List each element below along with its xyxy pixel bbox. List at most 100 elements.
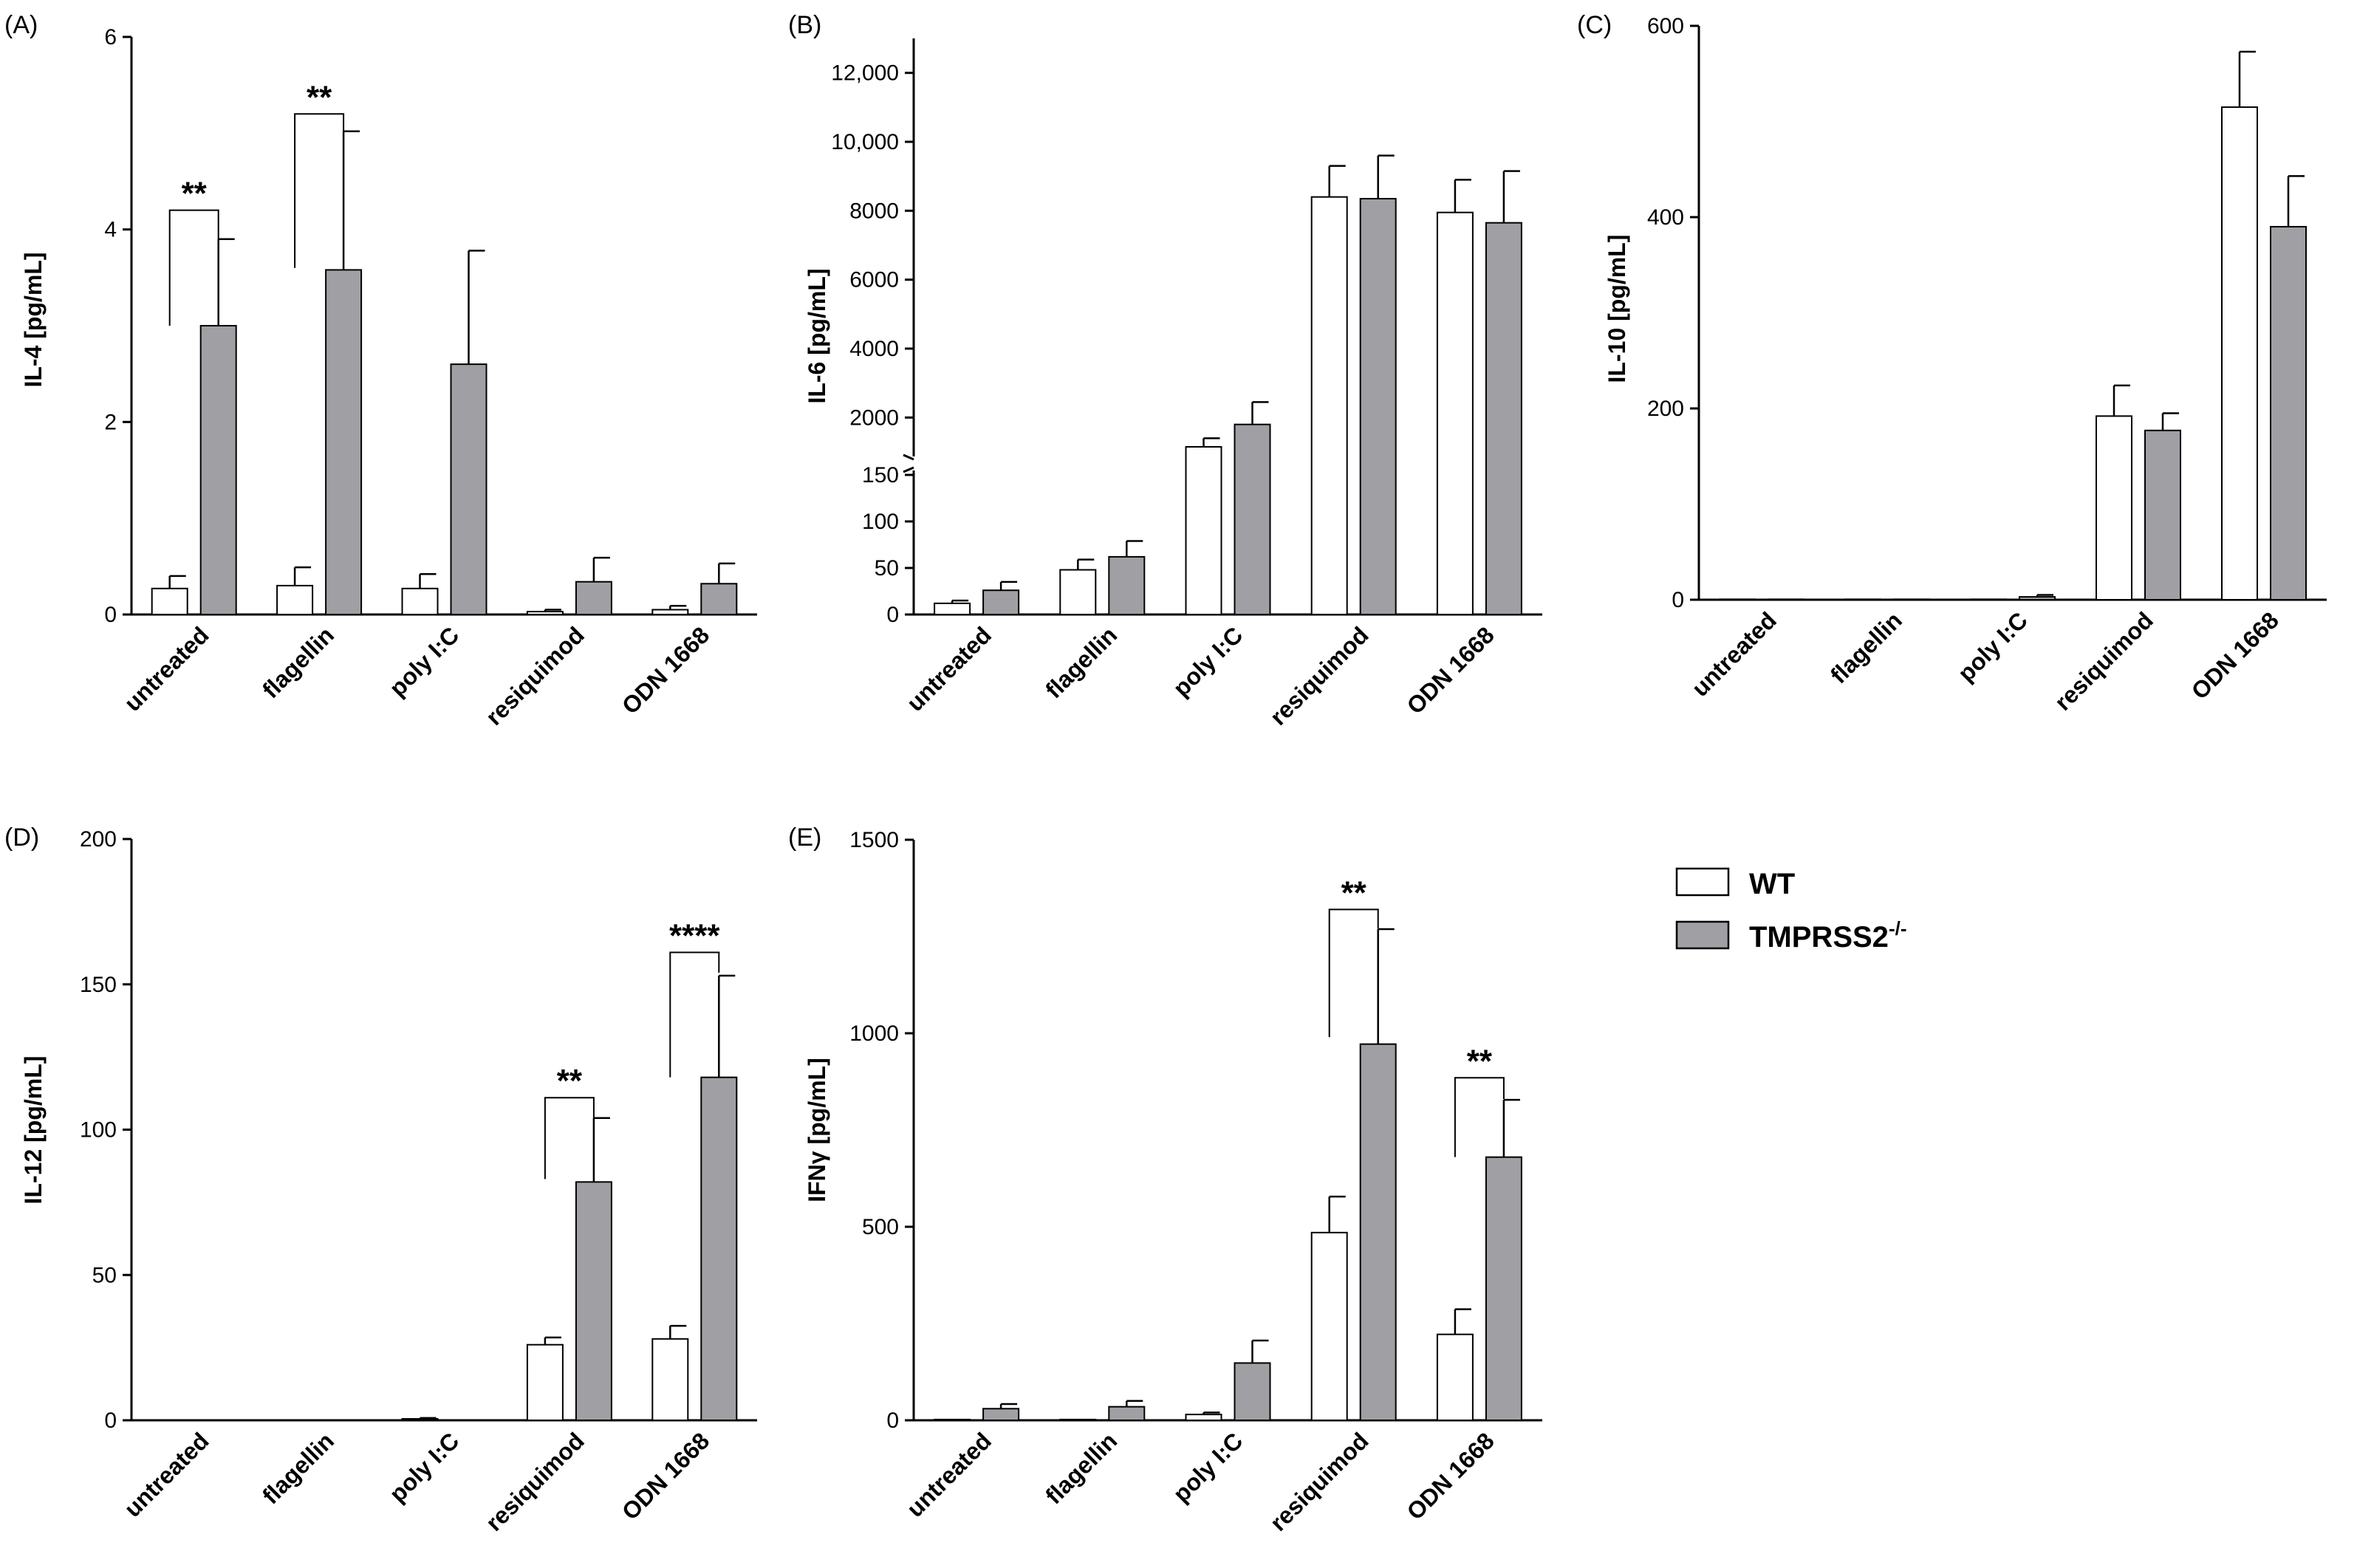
category-label-c: resiquimod [2050, 606, 2158, 715]
bar-ko-c [2144, 429, 2181, 600]
y-tick-label-b: 4000 [849, 337, 899, 361]
bar-ko-e [982, 1408, 1020, 1422]
ylabel-c: IL-10 [pg/mL] [1604, 235, 1630, 383]
bar-wt-e [1310, 1231, 1348, 1421]
bar-ko-b [982, 589, 1020, 615]
bar-ko-b [1108, 555, 1146, 616]
y-tick-label-c: 600 [1647, 14, 1684, 38]
category-label-b: poly I:C [1168, 621, 1248, 701]
bar-ko-c [1768, 598, 1804, 600]
axis-break-mark-b [903, 453, 914, 461]
bar-wt-b [934, 602, 971, 616]
category-label-c: flagellin [1825, 606, 1907, 688]
category-label-e: ODN 1668 [1401, 1427, 1499, 1524]
chart-panel-b: 0 50 100 150 2000 4000 6000 8000 10,000 12,000 unt… [831, 38, 1542, 730]
category-label-b: resiquimod [1265, 621, 1373, 730]
y-tick-label-d: 0 [104, 1408, 117, 1433]
bar-wt-e [1436, 1333, 1474, 1421]
y-tick-label-b: 6000 [849, 268, 899, 292]
panel-label-b: (B) [788, 11, 821, 39]
bar-wt-b [1310, 196, 1348, 615]
category-label-e: flagellin [1040, 1427, 1122, 1509]
y-tick-label-b: 8000 [849, 199, 899, 223]
category-label-d: resiquimod [480, 1427, 589, 1536]
legend-label-ko: TMPRSS2-/- [1749, 917, 1906, 954]
y-tick-label-a: 0 [104, 603, 117, 627]
bar-wt-a [526, 611, 564, 616]
y-tick-label-a: 4 [104, 218, 117, 242]
bar-ko-c [2019, 596, 2056, 600]
category-label-c: ODN 1668 [2186, 606, 2284, 704]
significance-bracket-d [669, 951, 720, 1078]
y-tick-label-c: 200 [1647, 397, 1684, 421]
y-tick-label-e: 1000 [849, 1021, 899, 1046]
category-label-a: untreated [119, 621, 214, 716]
legend-label-wt: WT [1749, 868, 1795, 900]
category-label-a: poly I:C [384, 621, 464, 701]
bar-ko-b [1234, 423, 1271, 616]
ylabel-b: IL-6 [pg/mL] [804, 268, 830, 403]
y-tick-label-d: 150 [80, 973, 117, 997]
chart-panel-e: 0 500 1000 1500 untreated flagellin poly I:C re… [849, 828, 1542, 1536]
significance-bracket-a [294, 113, 345, 268]
panel-label-e: (E) [788, 824, 821, 852]
significance-label-e: ** [1467, 1043, 1493, 1079]
ylabel-d: IL-12 [pg/mL] [20, 1056, 47, 1205]
bar-ko-a [700, 583, 738, 615]
bar-wt-a [401, 587, 439, 615]
significance-bracket-e [1454, 1077, 1505, 1157]
bar-ko-d [575, 1181, 612, 1421]
y-tick-label-b: 100 [862, 510, 899, 534]
y-tick-label-a: 2 [104, 410, 117, 434]
bar-ko-e [1108, 1406, 1146, 1422]
y-tick-label-b: 150 [862, 463, 899, 487]
bar-wt-c [1970, 598, 2007, 600]
y-tick-label-d: 200 [80, 827, 117, 852]
y-tick-label-c: 400 [1647, 205, 1684, 230]
bar-ko-c [2270, 225, 2307, 600]
category-label-d: untreated [119, 1427, 214, 1522]
y-tick-label-b: 0 [886, 603, 899, 627]
category-label-e: untreated [901, 1427, 996, 1522]
y-tick-label-b: 2000 [849, 405, 899, 430]
bar-ko-b [1359, 198, 1397, 615]
panel-label-c: (C) [1577, 11, 1612, 39]
bar-wt-c [2221, 106, 2258, 600]
bar-ko-c [1893, 598, 1930, 600]
legend: WT TMPRSS2-/- [1675, 867, 1906, 954]
y-tick-label-e: 500 [862, 1215, 899, 1239]
axis-break-mark-b [903, 466, 914, 473]
significance-bracket-a [168, 209, 219, 326]
y-tick-label-e: 0 [886, 1408, 899, 1433]
y-tick-label-b: 12,000 [831, 61, 899, 86]
category-label-d: flagellin [257, 1427, 339, 1509]
category-label-e: poly I:C [1168, 1427, 1248, 1507]
category-label-a: ODN 1668 [617, 621, 714, 719]
category-label-b: ODN 1668 [1401, 621, 1499, 719]
significance-label-a: ** [182, 176, 208, 212]
bar-ko-a [199, 325, 237, 615]
ylabel-a: IL-4 [pg/mL] [20, 252, 47, 387]
significance-label-a: ** [307, 79, 332, 115]
category-label-d: ODN 1668 [617, 1427, 714, 1524]
chart-panel-c: 0 200 400 600 untreated flagellin poly I:C resi… [1647, 14, 2327, 716]
category-label-c: poly I:C [1953, 606, 2033, 686]
bar-wt-a [276, 584, 314, 616]
bar-ko-b [1485, 222, 1522, 615]
y-tick-label-d: 50 [92, 1263, 117, 1287]
category-label-b: untreated [901, 621, 996, 716]
bar-wt-b [1185, 446, 1222, 615]
bar-wt-b [1436, 211, 1474, 615]
panel-label-a: (A) [4, 11, 38, 39]
category-label-a: flagellin [257, 621, 339, 703]
bar-wt-c [1844, 598, 1881, 600]
category-label-d: poly I:C [384, 1427, 464, 1507]
chart-panel-a: 0 2 4 6 untreated flagellin poly I:C resiquimod… [104, 25, 757, 730]
bar-wt-d [651, 1338, 689, 1421]
significance-label-d: ** [557, 1063, 583, 1099]
bar-wt-e [1185, 1414, 1222, 1422]
bar-wt-c [2096, 415, 2132, 600]
y-tick-label-a: 6 [104, 25, 117, 49]
bar-ko-e [1234, 1362, 1271, 1421]
